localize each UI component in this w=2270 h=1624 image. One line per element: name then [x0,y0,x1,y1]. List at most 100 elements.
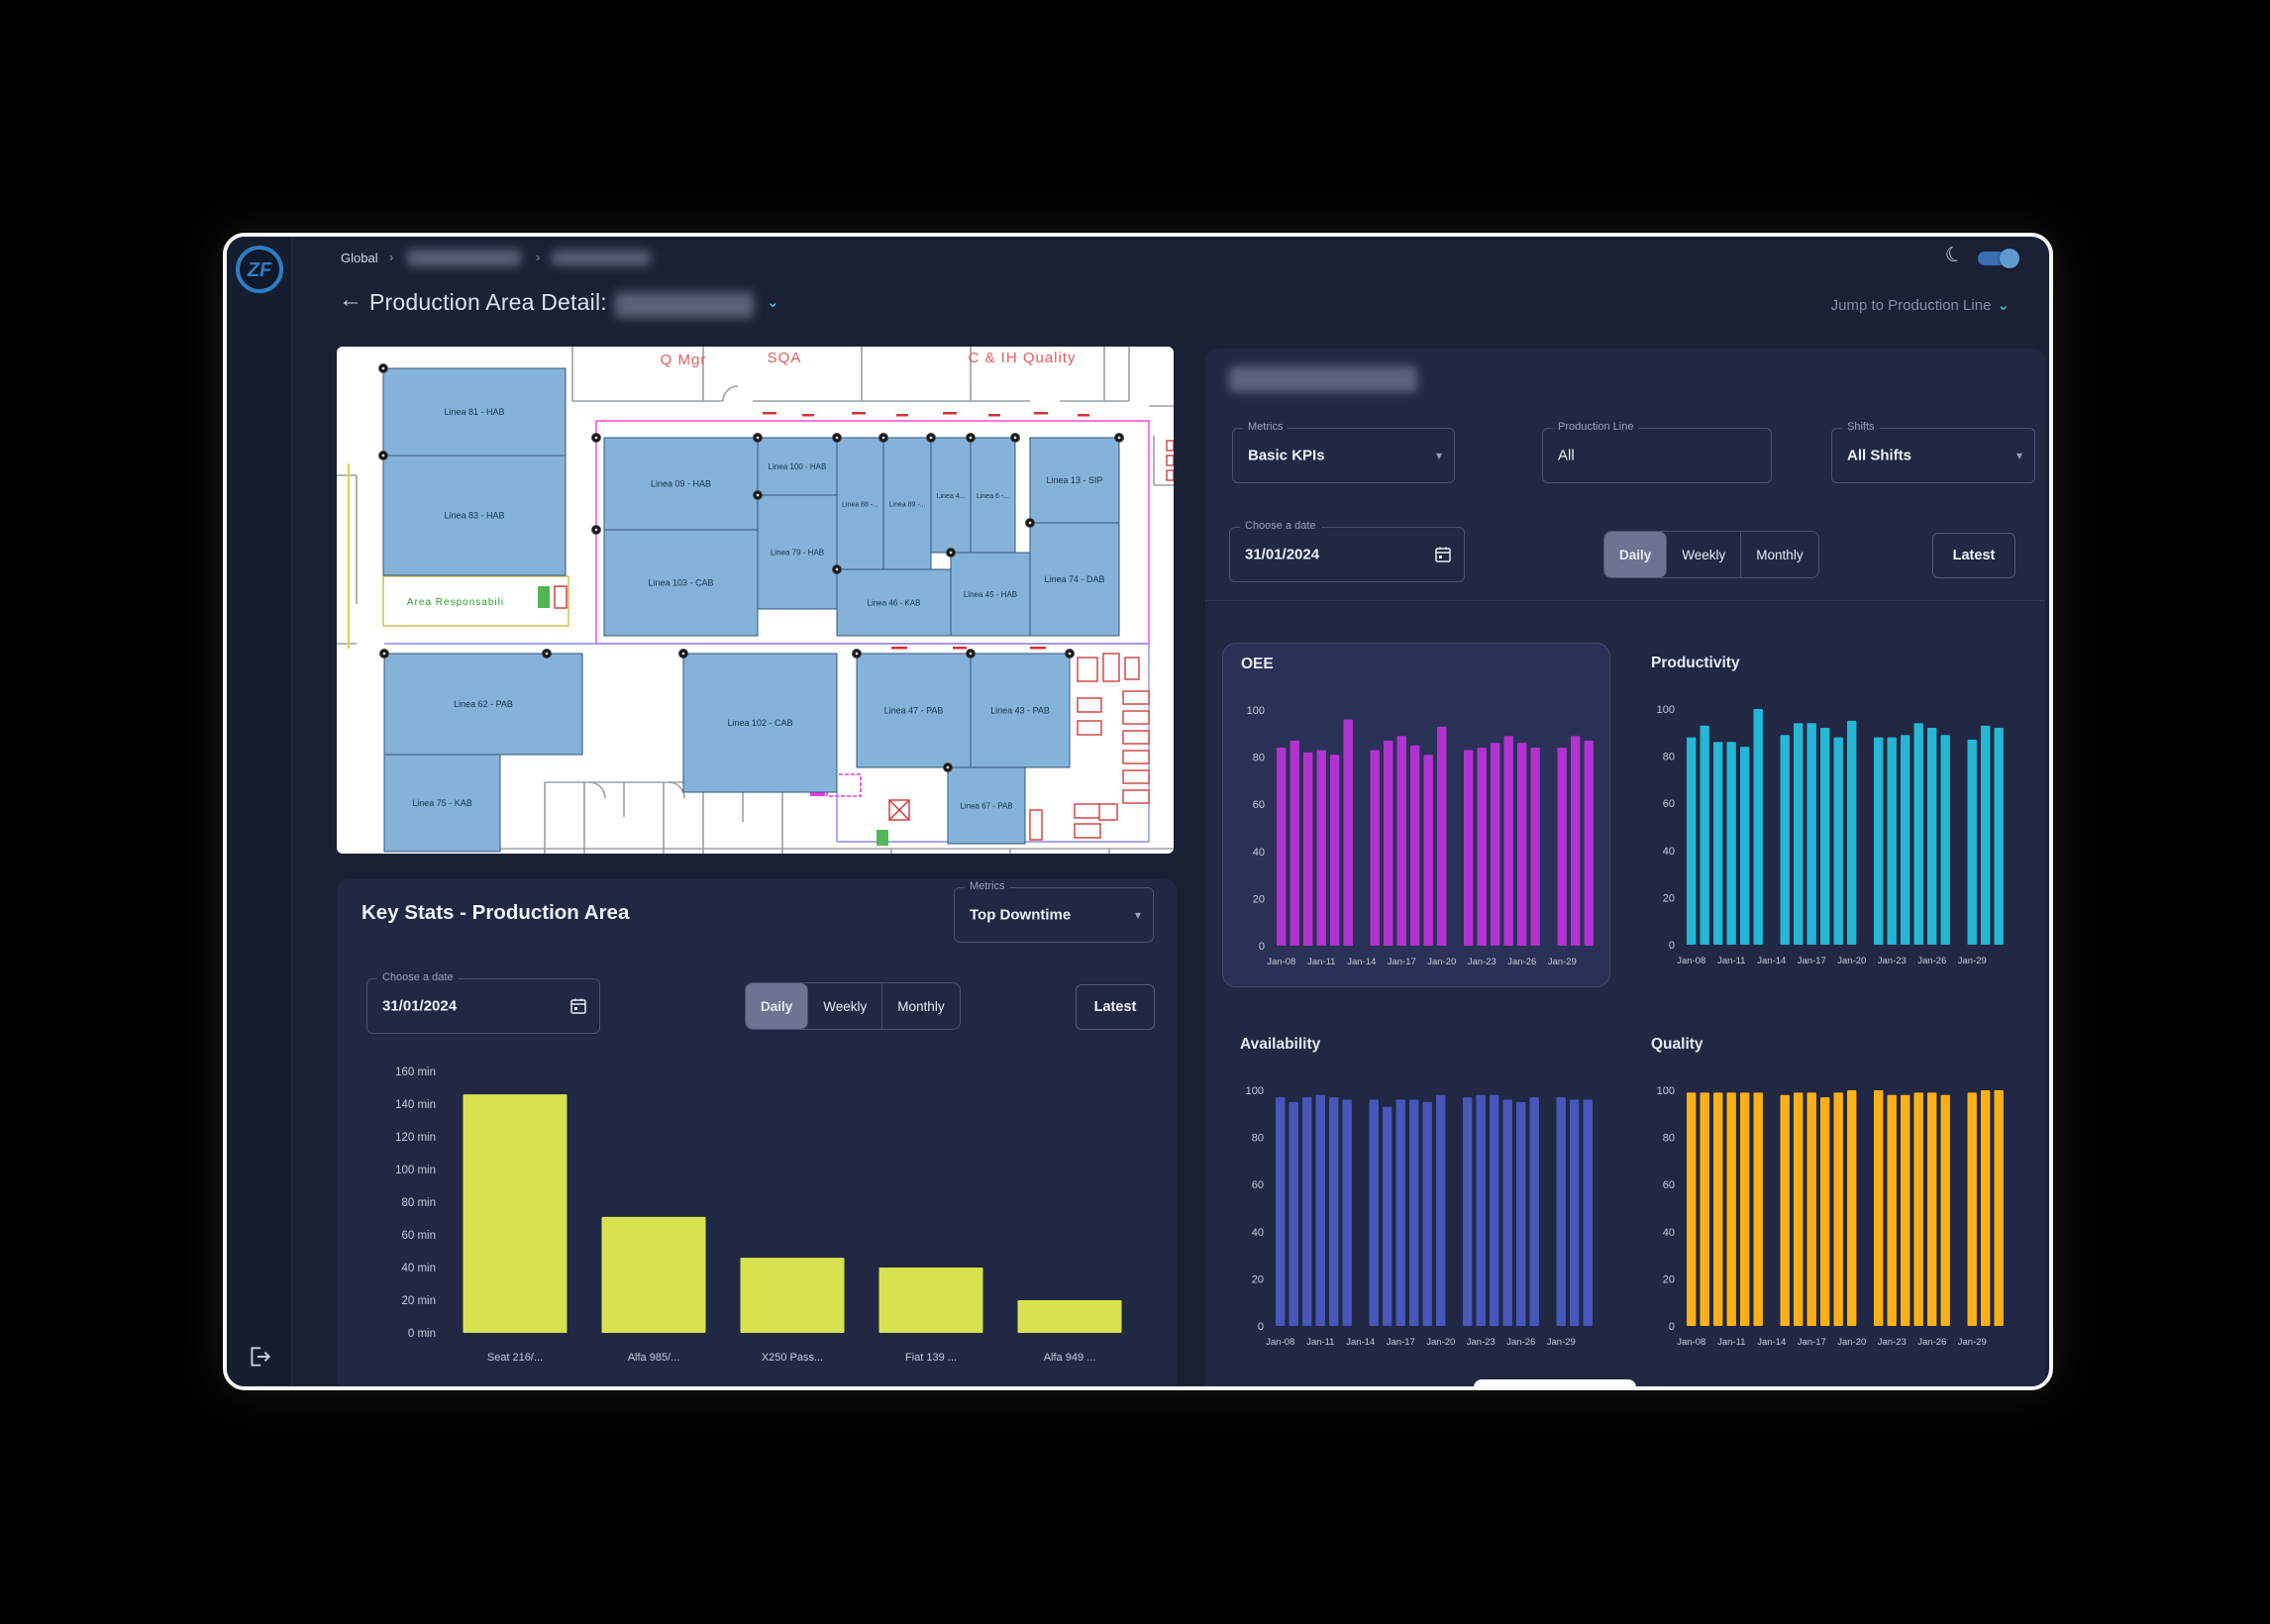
floorplan-room[interactable] [603,437,759,531]
chevron-down-icon[interactable]: ⌄ [767,294,779,311]
svg-text:20: 20 [1252,1273,1264,1285]
weekly-button[interactable]: Weekly [808,983,883,1029]
room-label: Linea 45 - HAB [964,590,1017,599]
svg-text:Jan-14: Jan-14 [1347,957,1376,967]
breadcrumb-item-redacted[interactable] [552,251,651,265]
zf-logo-icon[interactable]: ZF [234,244,285,295]
svg-text:40: 40 [1663,1227,1675,1239]
room-label: Linea 74 - DAB [1044,574,1104,584]
monthly-button[interactable]: Monthly [882,983,959,1029]
dark-mode-moon-icon[interactable]: ☾ [1942,241,1968,269]
chevron-down-icon: ▾ [2015,449,2022,462]
sidebar: ZF [227,237,292,1386]
floorplan-room[interactable] [682,653,838,793]
floorplan-room[interactable] [603,529,759,637]
floorplan-room[interactable] [836,437,884,570]
svg-text:40: 40 [1253,847,1265,859]
metrics-select[interactable]: Metrics Basic KPIs ▾ [1232,421,1455,483]
jump-to-production-line-link[interactable]: Jump to Production Line ⌄ [1830,297,2010,314]
svg-text:Jan-20: Jan-20 [1426,1337,1455,1348]
svg-text:60: 60 [1252,1179,1264,1191]
svg-text:Jan-14: Jan-14 [1346,1337,1375,1348]
availability-chart-block[interactable]: Availability 0 20 40 60 80 100 Jan-08 Jan-11 Jan… [1222,1024,1610,1369]
svg-text:40: 40 [1252,1227,1264,1239]
calendar-icon [1435,547,1451,562]
shifts-select[interactable]: Shifts All Shifts ▾ [1831,421,2035,483]
svg-text:Jan-11: Jan-11 [1307,957,1335,967]
room-label: Linea 81 - HAB [444,407,504,417]
theme-toggle[interactable] [1974,249,2019,268]
floorplan-room[interactable] [970,653,1071,768]
floorplan-room[interactable] [947,766,1026,845]
logout-icon[interactable] [247,1344,272,1370]
floorplan-node-markers[interactable] [378,363,1124,772]
metrics-select[interactable]: Metrics Top Downtime ▾ [954,880,1154,943]
floorplan-room[interactable] [950,552,1031,637]
floorplan-room[interactable] [882,437,932,570]
svg-text:100 min: 100 min [395,1165,436,1176]
breadcrumb-item-redacted[interactable] [407,250,521,266]
productivity-chart-block[interactable]: Productivity 0 20 40 60 80 100 Jan-08 Jan-11 Jan… [1633,643,2021,987]
latest-button[interactable]: Latest [1932,533,2015,578]
svg-text:Jan-11: Jan-11 [1717,1337,1745,1348]
date-picker-field[interactable]: Choose a date 31/01/2024 [366,971,600,1034]
weekly-button[interactable]: Weekly [1667,532,1742,577]
floorplan-room[interactable] [757,437,838,496]
svg-text:160 min: 160 min [395,1066,436,1078]
productivity-chart: 0 20 40 60 80 100 Jan-08 Jan-11 Jan-14 Jan-17 Jan-… [1633,682,2021,984]
quality-chart-block[interactable]: Quality 0 20 40 60 80 100 Jan-08 Jan-11 Jan-14 Ja… [1633,1024,2021,1369]
svg-text:ZF: ZF [247,259,272,281]
field-label: Choose a date [1240,520,1321,532]
floorplan-room[interactable] [757,494,838,610]
monthly-button[interactable]: Monthly [1741,532,1817,577]
daily-button[interactable]: Daily [1604,532,1668,577]
area-responsabili-box [382,575,569,627]
business-unit-name-redacted[interactable] [615,292,754,318]
room-label: Linea 89 -... [889,502,926,509]
floorplan-room[interactable] [856,653,972,768]
svg-text:40 min: 40 min [401,1263,436,1274]
production-line-select[interactable]: Production Line All [1542,421,1772,483]
app-window: ZF Global › › ☾ ← Production Area Detail… [223,233,2053,1390]
period-toggle: Daily Weekly Monthly [1603,531,1819,578]
floorplan-room[interactable] [383,754,501,853]
date-picker-field[interactable]: Choose a date 31/01/2024 [1229,520,1465,582]
svg-text:Jan-26: Jan-26 [1917,956,1946,966]
floorplan-room[interactable] [383,653,583,756]
svg-text:Jan-08: Jan-08 [1267,957,1295,967]
floorplan-svg[interactable]: Linea 81 - HAB Linea 83 - HAB Linea 09 - H… [337,347,1174,854]
svg-text:20 min: 20 min [401,1295,436,1307]
svg-text:Jan-26: Jan-26 [1917,1337,1946,1348]
svg-text:60: 60 [1253,799,1265,811]
scrollbar-thumb[interactable] [1474,1379,1636,1386]
svg-text:80 min: 80 min [401,1197,436,1209]
svg-text:Jan-23: Jan-23 [1878,1337,1907,1348]
svg-text:60: 60 [1663,1179,1675,1191]
floorplan-annotation: C & IH Quality [968,350,1076,366]
chart-title: Quality [1651,1036,1703,1053]
floorplan-room[interactable] [382,455,567,576]
svg-text:Jan-23: Jan-23 [1468,957,1496,967]
floorplan-room[interactable] [1029,522,1120,637]
breadcrumb-item-global[interactable]: Global [341,251,378,265]
svg-text:20: 20 [1663,892,1675,904]
floorplan-room[interactable] [970,437,1016,554]
metrics-value: Basic KPIs [1248,447,1325,464]
breadcrumb-separator-icon: › [536,250,541,264]
daily-button[interactable]: Daily [746,983,809,1029]
back-arrow-icon[interactable]: ← [339,286,362,313]
key-stats-panel: Key Stats - Production Area Metrics Top … [337,879,1177,1386]
svg-text:Jan-08: Jan-08 [1677,956,1705,966]
svg-text:Jan-23: Jan-23 [1878,956,1907,966]
shelf-cluster [1029,440,1174,841]
floorplan-rooms[interactable]: Linea 81 - HAB Linea 83 - HAB Linea 09 - H… [382,367,1120,853]
oee-chart-card[interactable]: OEE 0 20 40 60 80 100 Jan-08 Jan-11 Jan-14 Jan-17… [1222,643,1610,987]
svg-text:Jan-08: Jan-08 [1677,1337,1705,1348]
latest-button[interactable]: Latest [1076,984,1155,1030]
breadcrumb: Global › › ☾ [292,237,2049,280]
business-unit-title-redacted [1229,366,1417,392]
svg-text:20: 20 [1663,1273,1675,1285]
magenta-dashed-box [826,773,862,797]
floorplan-room[interactable] [1029,437,1120,524]
floorplan-room[interactable] [382,367,567,457]
